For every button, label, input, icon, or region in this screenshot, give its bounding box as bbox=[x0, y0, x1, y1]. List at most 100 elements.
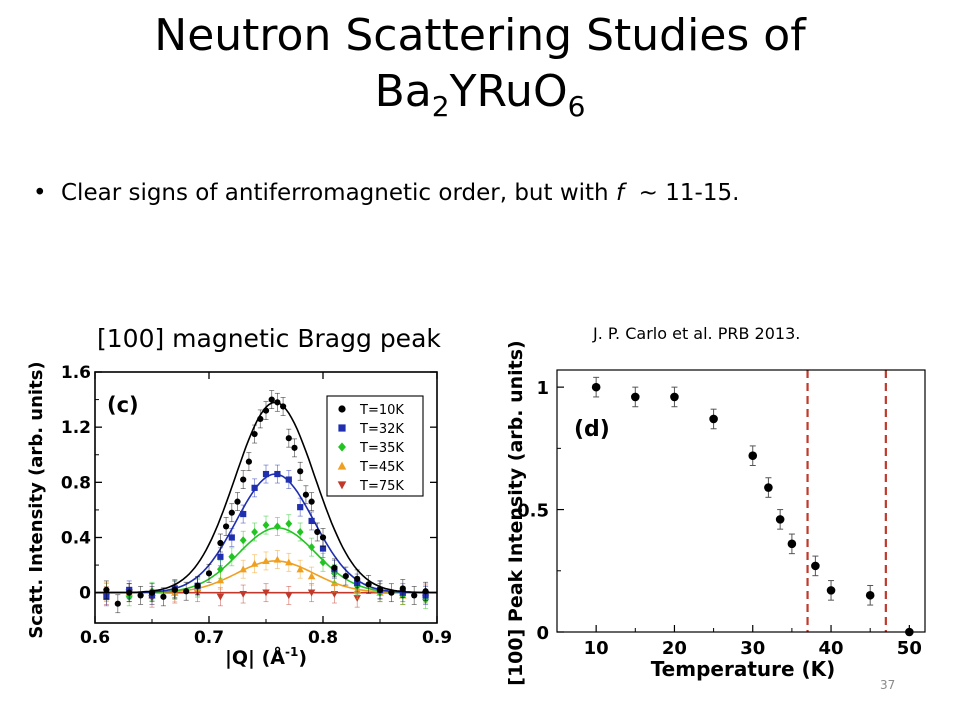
data-point bbox=[285, 592, 293, 600]
data-point bbox=[205, 570, 213, 577]
legend-marker bbox=[338, 405, 346, 413]
title-subscript-6: 6 bbox=[567, 89, 586, 123]
x-axis-label-text: |Q| (Å bbox=[225, 645, 285, 669]
y-tick-label: 0.8 bbox=[61, 473, 91, 493]
data-point bbox=[268, 396, 275, 403]
data-point bbox=[308, 498, 315, 505]
bullet-point: • Clear signs of antiferromagnetic order,… bbox=[33, 178, 739, 208]
data-point bbox=[307, 572, 316, 580]
legend-marker bbox=[338, 442, 346, 452]
data-point bbox=[239, 590, 247, 598]
series-peak-intensity bbox=[591, 376, 914, 637]
data-point bbox=[764, 483, 773, 492]
data-point bbox=[411, 592, 418, 599]
x-axis-label-close: ) bbox=[298, 647, 307, 669]
x-tick-label: 0.8 bbox=[308, 628, 338, 648]
data-point bbox=[787, 539, 797, 549]
x-tick-label: 0.6 bbox=[80, 628, 110, 648]
data-point bbox=[342, 573, 349, 580]
data-point bbox=[228, 552, 236, 561]
data-point bbox=[245, 458, 252, 465]
data-point bbox=[262, 470, 270, 478]
x-tick-label: 0.9 bbox=[422, 628, 452, 648]
data-point bbox=[223, 523, 230, 530]
data-point bbox=[319, 545, 327, 552]
data-point bbox=[262, 521, 270, 530]
data-point bbox=[376, 586, 384, 594]
legend-marker bbox=[338, 424, 346, 432]
legend-label: T=35K bbox=[359, 441, 404, 456]
data-point bbox=[826, 586, 836, 595]
data-point bbox=[399, 585, 406, 592]
data-point bbox=[388, 589, 395, 596]
caption-bragg-peak: [100] magnetic Bragg peak bbox=[97, 324, 441, 353]
data-point bbox=[273, 522, 281, 531]
title-line-2: Ba2YRuO6 bbox=[0, 64, 960, 135]
data-point bbox=[319, 534, 327, 541]
data-point bbox=[285, 435, 292, 442]
data-point bbox=[591, 382, 601, 392]
data-point bbox=[114, 600, 121, 607]
x-axis-label: Temperature (K) bbox=[651, 657, 836, 681]
data-point bbox=[422, 588, 429, 595]
y-tick-label: 1 bbox=[536, 378, 549, 399]
data-point bbox=[160, 593, 167, 600]
data-point bbox=[234, 498, 241, 505]
x-tick-label: 20 bbox=[662, 638, 687, 659]
x-tick-label: 0.7 bbox=[194, 628, 224, 648]
x-tick-label: 50 bbox=[897, 638, 922, 659]
data-point bbox=[137, 592, 144, 599]
caption-citation: J. P. Carlo et al. PRB 2013. bbox=[593, 324, 801, 343]
title-yruo: YRuO bbox=[449, 66, 568, 117]
y-axis-label: [100] Peak Intensity (arb. units) bbox=[505, 340, 527, 685]
legend-label: T=75K bbox=[359, 479, 404, 494]
y-tick-label: 0 bbox=[536, 623, 549, 644]
data-point bbox=[251, 484, 258, 491]
title-ba: Ba bbox=[374, 66, 432, 117]
data-point bbox=[314, 528, 321, 536]
slide-title: Neutron Scattering Studies of Ba2YRuO6 bbox=[0, 8, 960, 135]
series-T=10K bbox=[94, 390, 437, 614]
legend-label: T=45K bbox=[359, 460, 404, 475]
legend: T=10K T=32K T=35K T=45K T=75K bbox=[326, 395, 424, 497]
data-point bbox=[285, 558, 293, 566]
data-point bbox=[240, 510, 247, 518]
data-point bbox=[216, 593, 225, 601]
y-axis-label: Scatt. Intensity (arb. units) bbox=[26, 361, 47, 638]
data-point bbox=[262, 589, 270, 597]
data-point bbox=[103, 586, 110, 594]
data-point bbox=[285, 519, 293, 528]
data-point bbox=[302, 491, 309, 498]
data-point bbox=[331, 564, 338, 571]
x-axis-label: |Q| (Å-1) bbox=[225, 645, 307, 669]
data-point bbox=[194, 582, 201, 589]
data-point bbox=[291, 444, 298, 451]
data-point bbox=[250, 559, 259, 567]
y-tick-label: 1.6 bbox=[61, 363, 91, 383]
bullet-icon: • bbox=[33, 180, 47, 206]
data-point bbox=[228, 534, 235, 541]
data-point bbox=[217, 539, 224, 547]
data-point bbox=[307, 589, 316, 597]
panel-label-d: (d) bbox=[574, 417, 610, 442]
data-point bbox=[171, 586, 178, 594]
y-tick-label: 0.4 bbox=[61, 528, 91, 548]
data-point bbox=[183, 588, 190, 595]
data-point bbox=[228, 509, 235, 516]
bullet-text-before: Clear signs of antiferromagnetic order, … bbox=[61, 180, 616, 206]
data-point bbox=[296, 527, 304, 537]
panel-label-c: (c) bbox=[107, 393, 139, 417]
data-point bbox=[251, 430, 258, 438]
data-point bbox=[308, 543, 316, 552]
bullet-symbol-f: f bbox=[615, 180, 625, 206]
data-point bbox=[748, 451, 758, 461]
x-axis-label-sup: -1 bbox=[285, 645, 298, 659]
data-point bbox=[308, 517, 315, 525]
legend-marker bbox=[337, 481, 347, 490]
x-tick-label: 10 bbox=[584, 638, 609, 659]
legend-label: T=32K bbox=[359, 422, 404, 437]
x-tick-label: 30 bbox=[740, 638, 765, 659]
data-point bbox=[319, 558, 327, 567]
